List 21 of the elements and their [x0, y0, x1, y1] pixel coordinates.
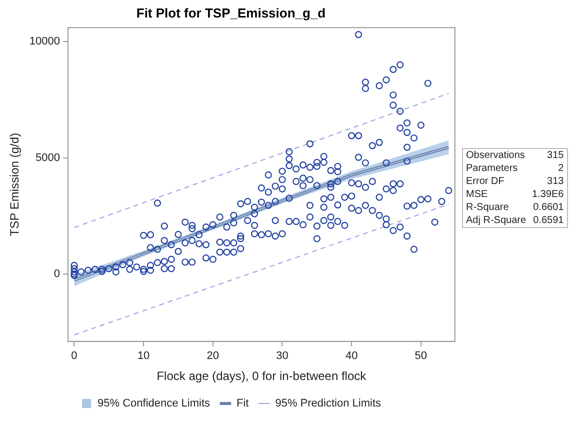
x-tick-label: 10 — [137, 350, 150, 362]
x-tick-label: 20 — [206, 350, 220, 362]
legend-label: Fit — [236, 398, 249, 410]
y-tick-label: 10000 — [29, 36, 60, 48]
chart-title: Fit Plot for TSP_Emission_g_d — [136, 5, 326, 20]
x-tick-label: 40 — [345, 350, 358, 362]
text: Error DF 313 — [466, 176, 564, 187]
y-axis-title: TSP Emission (g/d) — [8, 132, 22, 236]
x-axis-title: Flock age (days), 0 for in-between flock — [156, 369, 368, 384]
y-tick-label: 0 — [54, 268, 60, 280]
text: R-Square 0.6601 — [466, 202, 564, 213]
text: Adj R-Square 0.6591 — [465, 214, 565, 228]
legend-label: 95% Confidence Limits — [98, 398, 211, 410]
y-tick-label: 5000 — [36, 152, 60, 164]
text: Observations 315 — [466, 150, 564, 161]
x-tick-label: 0 — [71, 350, 78, 362]
x-tick-label: 30 — [276, 350, 288, 362]
x-tick-label: 50 — [414, 350, 428, 362]
legend-label: 95% Prediction Limits — [275, 398, 382, 410]
text: Parameters 2 — [466, 163, 564, 174]
text: MSE 1.39E6 — [466, 189, 564, 200]
